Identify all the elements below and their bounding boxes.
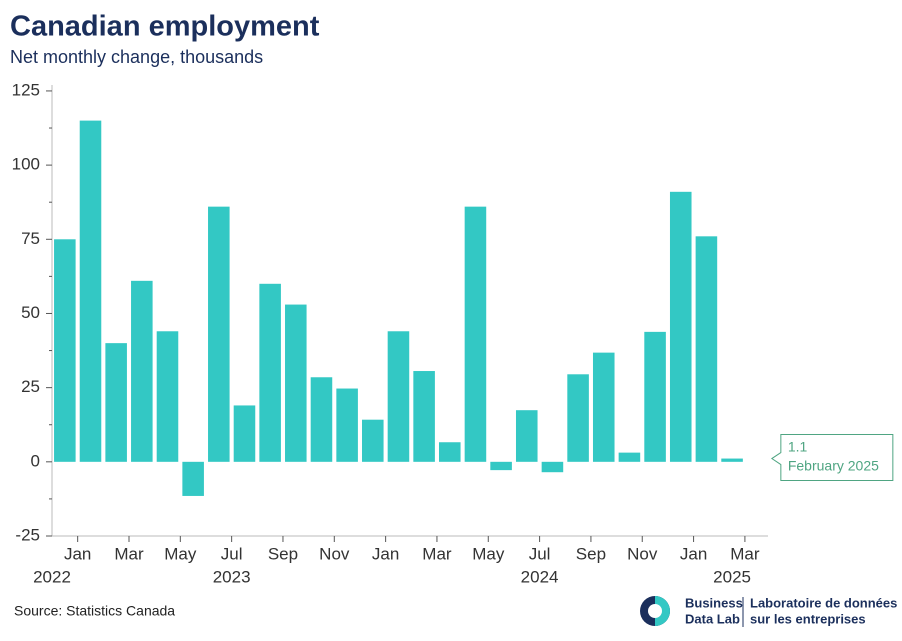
x-tick-label: May bbox=[164, 544, 197, 563]
annotation-box bbox=[770, 434, 894, 482]
bar bbox=[592, 352, 615, 462]
y-tick-label: -25 bbox=[15, 525, 40, 544]
bar bbox=[567, 374, 589, 462]
y-tick-label: 50 bbox=[21, 303, 40, 322]
logo-half bbox=[655, 596, 670, 626]
logo-text: sur les entreprises bbox=[750, 611, 866, 626]
source: Source: Statistics Canada bbox=[14, 603, 175, 619]
bar bbox=[233, 405, 256, 462]
annotation-value: 1.1 bbox=[788, 438, 808, 454]
bar bbox=[105, 343, 127, 462]
bar bbox=[79, 120, 102, 462]
x-tick-label: Jul bbox=[529, 544, 551, 563]
bar bbox=[131, 280, 153, 462]
annotation-label: February 2025 bbox=[788, 457, 879, 473]
logo-text: Business bbox=[685, 595, 743, 610]
year-label: 2025 bbox=[713, 567, 751, 586]
x-tick-label: Jul bbox=[221, 544, 243, 563]
bar bbox=[259, 283, 281, 462]
y-tick-label: 125 bbox=[12, 80, 40, 99]
y-tick-label: 25 bbox=[21, 377, 40, 396]
bar bbox=[208, 206, 230, 462]
x-tick-label: Nov bbox=[627, 544, 658, 563]
bar bbox=[156, 331, 179, 462]
bar bbox=[285, 304, 307, 462]
chart-subtitle: Net monthly change, thousands bbox=[10, 47, 263, 67]
x-tick-label: Mar bbox=[114, 544, 144, 563]
y-tick-label: 100 bbox=[12, 155, 40, 174]
logo-hole bbox=[648, 604, 662, 618]
bar bbox=[310, 377, 333, 462]
bar bbox=[541, 461, 564, 473]
bar bbox=[721, 458, 743, 462]
year-label: 2022 bbox=[33, 567, 71, 586]
x-tick-label: Mar bbox=[730, 544, 760, 563]
bar bbox=[438, 442, 461, 462]
x-tick-label: Jan bbox=[64, 544, 91, 563]
logo: Business Data Lab Laboratoire de données… bbox=[640, 595, 897, 627]
x-tick-label: Mar bbox=[422, 544, 452, 563]
bar bbox=[182, 461, 204, 496]
year-label: 2023 bbox=[213, 567, 251, 586]
y-tick-label: 75 bbox=[21, 229, 40, 248]
x-tick-label: Jan bbox=[680, 544, 707, 563]
bar bbox=[464, 206, 487, 462]
x-tick-label: Jan bbox=[372, 544, 399, 563]
x-tick-label: Sep bbox=[576, 544, 606, 563]
year-label: 2024 bbox=[521, 567, 559, 586]
y-tick-label: 0 bbox=[31, 451, 40, 470]
bar bbox=[515, 410, 538, 462]
bar bbox=[336, 388, 358, 462]
logo-text: Laboratoire de données bbox=[750, 595, 897, 610]
bar bbox=[490, 461, 512, 471]
bar bbox=[387, 331, 410, 462]
bar bbox=[669, 191, 692, 462]
bar bbox=[644, 331, 666, 462]
x-tick-label: Sep bbox=[268, 544, 298, 563]
bar bbox=[413, 371, 435, 462]
bar bbox=[362, 419, 384, 462]
x-tick-label: Nov bbox=[319, 544, 350, 563]
chart-title: Canadian employment bbox=[10, 11, 320, 43]
logo-text: Data Lab bbox=[685, 611, 740, 626]
x-tick-label: May bbox=[472, 544, 505, 563]
bar bbox=[54, 239, 76, 462]
bar bbox=[695, 236, 718, 462]
bar bbox=[618, 452, 641, 462]
